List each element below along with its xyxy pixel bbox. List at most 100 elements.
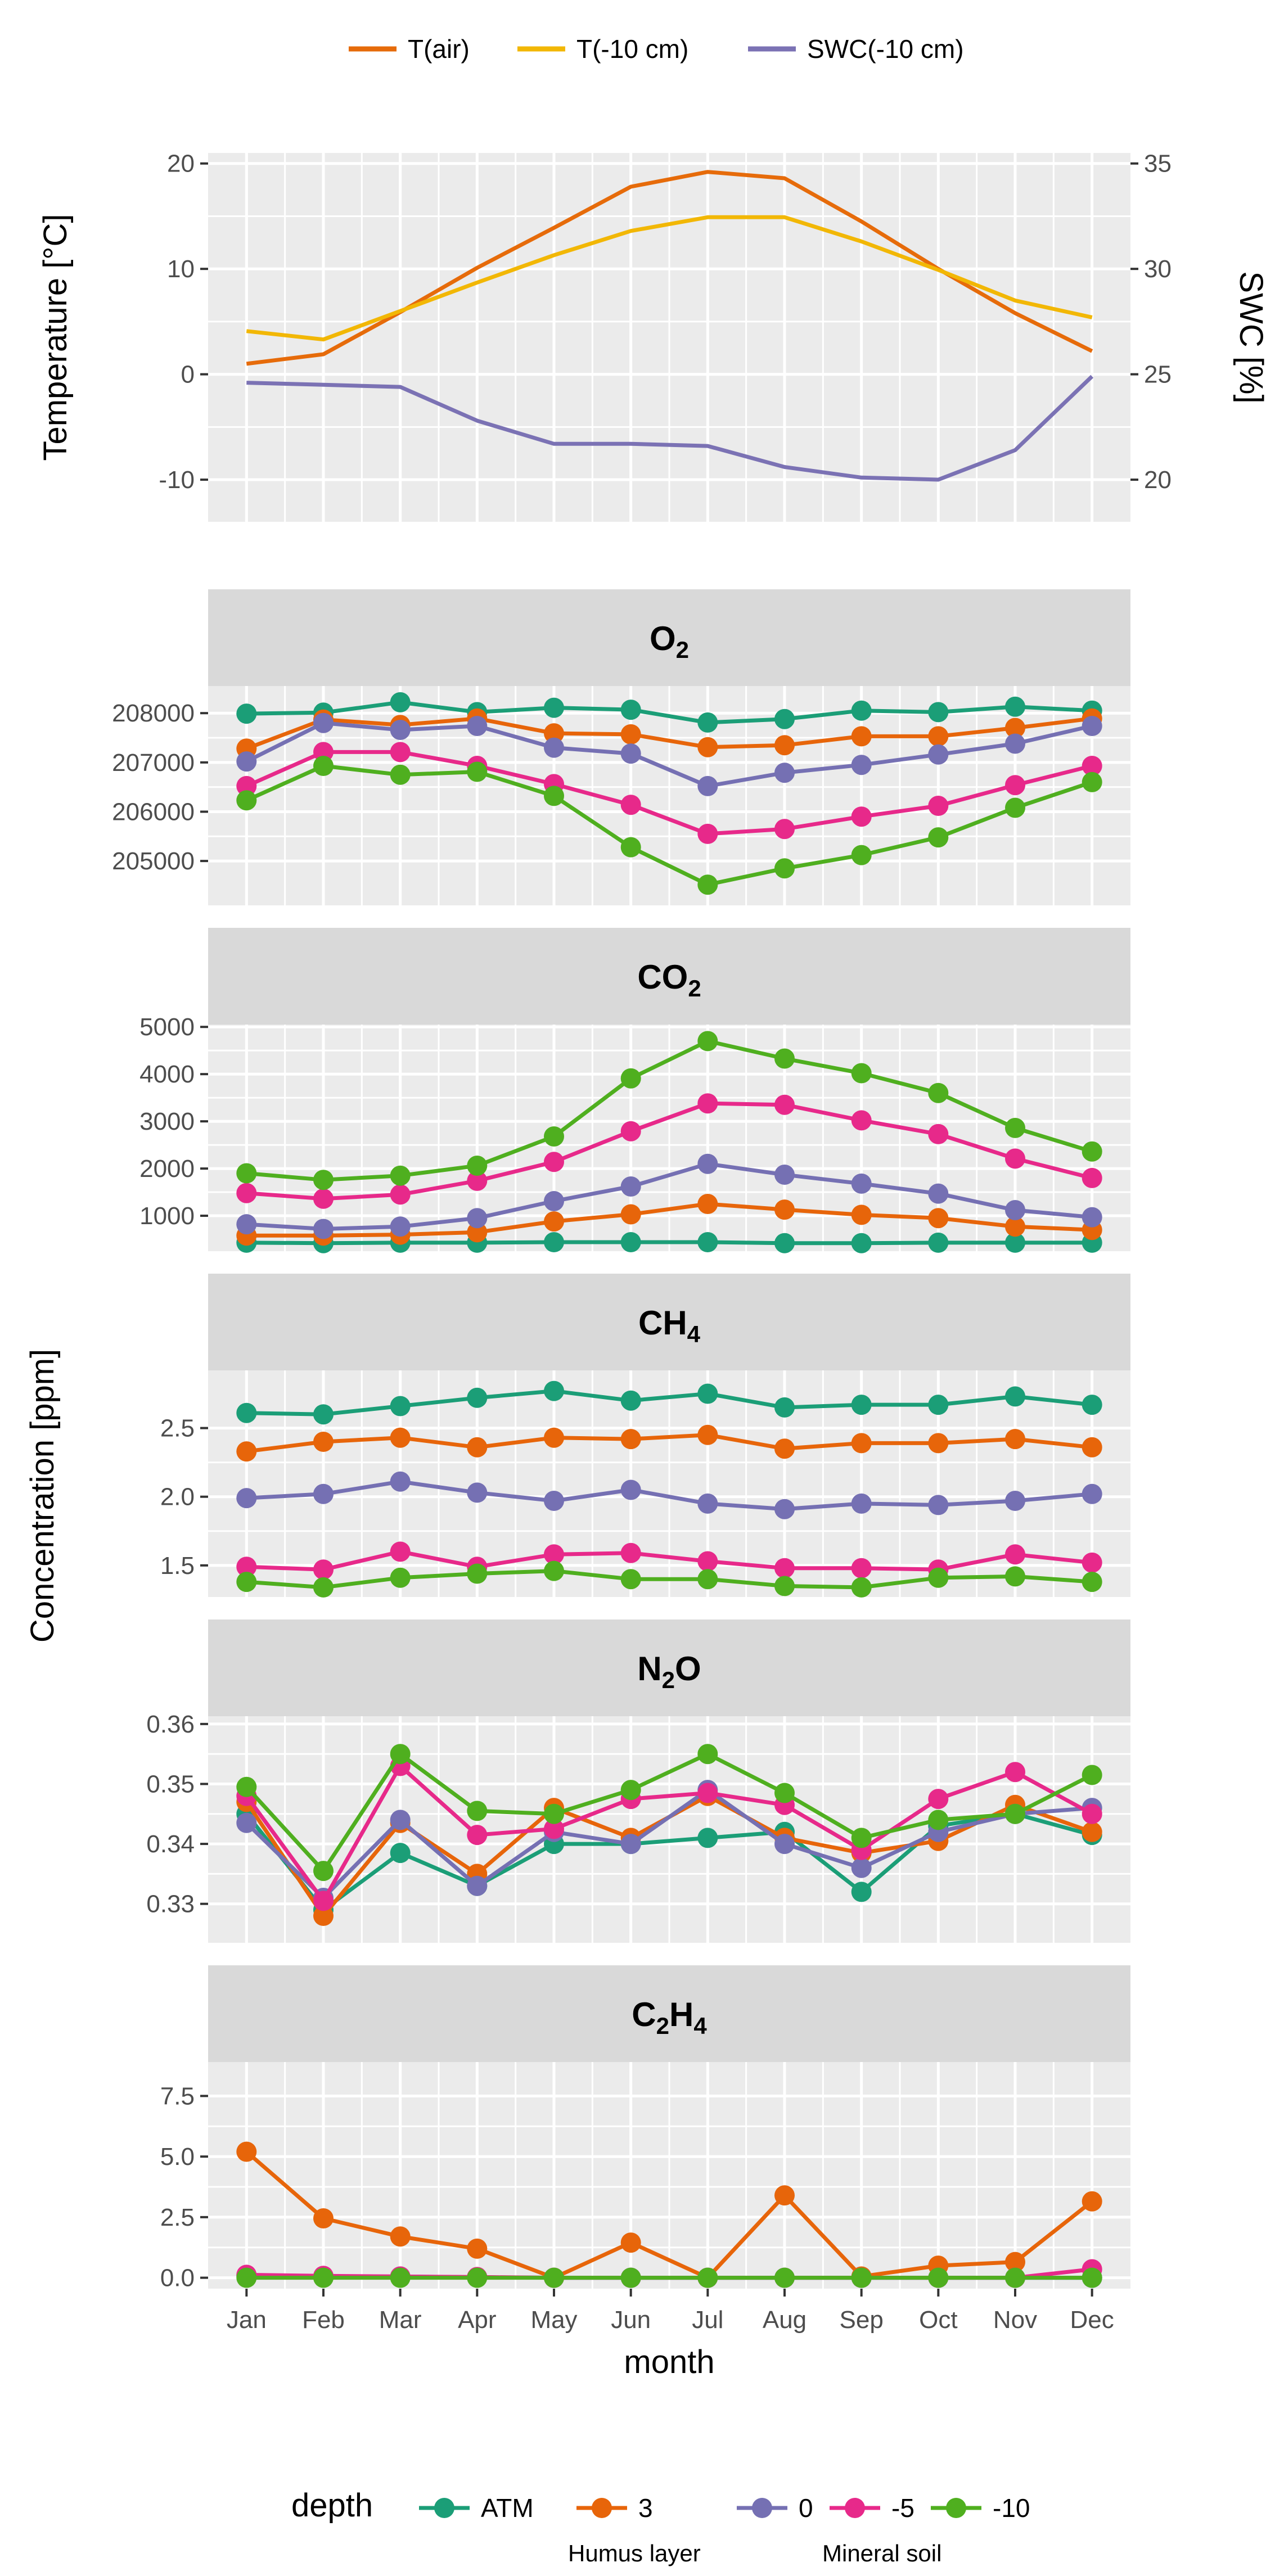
y-tick-label-1: 0.34 bbox=[146, 1830, 195, 1858]
gas-concentration-panels: O2205000206000207000208000CO210002000300… bbox=[112, 589, 1130, 2292]
temperature-axis-title: Temperature [°C] bbox=[37, 214, 74, 461]
data-point--5-Nov bbox=[1005, 1544, 1025, 1565]
data-point-0-Dec bbox=[1082, 1207, 1102, 1228]
data-point-0-Mar bbox=[390, 1216, 411, 1237]
data-point-ATM-Nov bbox=[1005, 1232, 1025, 1253]
data-point--10-Apr bbox=[467, 2267, 488, 2288]
concentration-axis-title: Concentration [ppm] bbox=[24, 1349, 61, 1643]
series-line-3 bbox=[246, 716, 1093, 751]
data-point-ATM-Nov bbox=[1005, 1386, 1025, 1407]
data-point-0-Sep bbox=[851, 1173, 872, 1194]
depth-legend-label-3: 3 bbox=[638, 2493, 653, 2523]
data-point--5-Jan bbox=[236, 775, 257, 796]
series-line--5 bbox=[246, 1549, 1093, 1572]
y-tick-label-0: 0.33 bbox=[146, 1891, 195, 1918]
data-point--10-Sep bbox=[851, 1577, 872, 1598]
data-point-3-May bbox=[544, 1211, 564, 1232]
data-point--5-Dec bbox=[1082, 756, 1102, 776]
depth-legend-key-point bbox=[946, 2498, 966, 2518]
data-point-0-Aug bbox=[774, 1499, 795, 1519]
temperature-legend: T(air) T(-10 cm) SWC(-10 cm) bbox=[349, 34, 964, 64]
data-point-0-Jan bbox=[236, 1812, 257, 1833]
gas-panel-3: N2O 0.33 0.34 0.35 0.36 bbox=[146, 1619, 1130, 1943]
data-point--10-Jun bbox=[620, 837, 641, 858]
panel-title-part: H bbox=[669, 1996, 693, 2033]
data-point--10-Nov bbox=[1005, 1117, 1025, 1138]
series-line-0 bbox=[246, 1479, 1093, 1512]
data-point-ATM-Oct bbox=[928, 702, 949, 723]
depth-legend-key-point bbox=[434, 2498, 454, 2518]
depth-legend-title: depth bbox=[291, 2487, 373, 2524]
panel-strip bbox=[208, 1274, 1130, 1370]
depth-legend-key-point bbox=[592, 2498, 612, 2518]
data-point-0-Mar bbox=[390, 720, 411, 740]
series-line-0 bbox=[245, 721, 1093, 788]
data-point--10-Oct bbox=[928, 1567, 949, 1588]
data-point-ATM-Jul bbox=[697, 1383, 718, 1404]
data-point--10-Jun bbox=[620, 1068, 641, 1089]
data-point--10-Feb bbox=[313, 756, 334, 776]
x-tick-label-Jan: Jan bbox=[227, 2306, 267, 2334]
panel-strip bbox=[208, 928, 1130, 1025]
data-point-3-Nov bbox=[1005, 1429, 1025, 1450]
data-point--10-May bbox=[544, 786, 564, 806]
y-tick-label-1: 2000 bbox=[139, 1155, 195, 1183]
data-point--10-Mar bbox=[390, 2267, 411, 2288]
series-line-0 bbox=[245, 1788, 1092, 1900]
data-point-0-May bbox=[544, 1191, 564, 1211]
data-point-0-Apr bbox=[467, 1482, 488, 1503]
data-point--5-May bbox=[544, 1544, 564, 1565]
data-point-3-Jan bbox=[236, 1441, 257, 1462]
data-point-0-Jul bbox=[697, 1153, 718, 1174]
data-point-3-Aug bbox=[774, 735, 795, 756]
data-point-0-Jun bbox=[620, 743, 641, 764]
data-point--10-Dec bbox=[1082, 2267, 1102, 2288]
data-point--5-Jun bbox=[620, 795, 641, 815]
data-point--10-Apr bbox=[467, 1563, 488, 1584]
data-point-3-Jun bbox=[620, 724, 641, 745]
panel-title-subscript: 2 bbox=[656, 2013, 669, 2039]
data-point--5-Aug bbox=[774, 1558, 795, 1578]
y-tick-label-1: 2.5 bbox=[160, 2204, 195, 2231]
data-point--5-Sep bbox=[851, 806, 872, 827]
data-point--10-Oct bbox=[928, 1810, 949, 1830]
data-point-3-Jan bbox=[236, 2141, 257, 2162]
data-point--10-Jan bbox=[236, 790, 257, 811]
data-point--5-May bbox=[544, 1819, 564, 1839]
data-point-0-Dec bbox=[1082, 716, 1102, 736]
data-point--10-Mar bbox=[390, 764, 411, 785]
data-point-0-Nov bbox=[1005, 733, 1025, 754]
data-point-ATM-Jun bbox=[620, 1232, 641, 1252]
data-point-3-Dec bbox=[1082, 1821, 1102, 1842]
series-line--10 bbox=[245, 764, 1093, 887]
data-point--10-Nov bbox=[1005, 1803, 1025, 1824]
data-point-ATM-Sep bbox=[851, 1395, 872, 1415]
data-point--10-May bbox=[544, 1560, 564, 1581]
data-point-3-Oct bbox=[928, 726, 949, 747]
data-point--5-Jan bbox=[236, 1183, 257, 1203]
data-point-3-Aug bbox=[774, 1438, 795, 1459]
data-point--10-Jun bbox=[620, 2267, 641, 2288]
data-point-0-Oct bbox=[928, 744, 949, 765]
data-point--10-Sep bbox=[851, 845, 872, 865]
data-point-0-May bbox=[544, 1491, 564, 1511]
data-point--5-Feb bbox=[313, 1891, 334, 1911]
y-tick-label-2: 207000 bbox=[112, 749, 195, 777]
data-point--5-Jan bbox=[236, 1557, 257, 1577]
data-point--5-Apr bbox=[467, 1825, 488, 1846]
data-point-3-Apr bbox=[467, 1222, 488, 1243]
data-point--5-Dec bbox=[1082, 1803, 1102, 1824]
data-point--10-Apr bbox=[467, 761, 488, 782]
data-point-ATM-Sep bbox=[851, 1233, 872, 1253]
data-point-0-Jan bbox=[236, 1214, 257, 1235]
panel-title-subscript: 4 bbox=[687, 1321, 701, 1347]
temperature-tick-label-1: 0 bbox=[181, 361, 195, 389]
panel-title-part: CO bbox=[637, 958, 688, 996]
data-point--10-Mar bbox=[390, 1567, 411, 1588]
series-line-T(-10 cm) bbox=[246, 215, 1093, 342]
data-point-0-Sep bbox=[851, 1857, 872, 1878]
gas-panel-0: O2 205000 206000 207000 208000 bbox=[112, 589, 1130, 905]
data-point--5-Sep bbox=[851, 1110, 872, 1131]
x-tick-label-Sep: Sep bbox=[840, 2306, 884, 2334]
